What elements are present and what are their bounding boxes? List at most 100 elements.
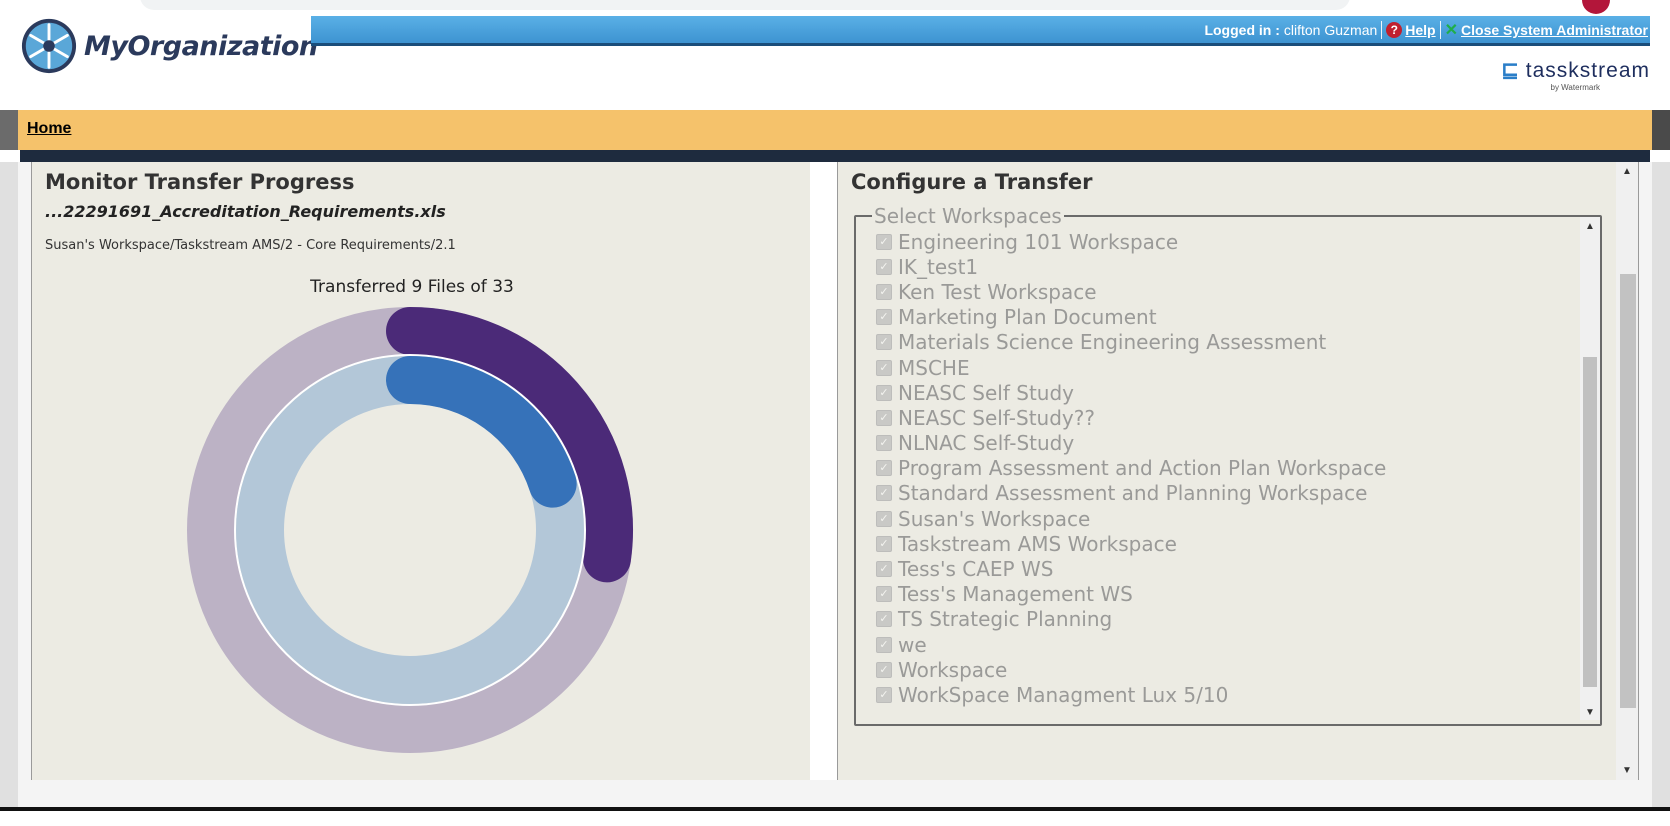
workspace-label: NEASC Self Study	[898, 380, 1074, 405]
workspace-item[interactable]: ✓ NLNAC Self-Study	[876, 431, 1386, 456]
workspace-item[interactable]: ✓ Standard Assessment and Planning Worksp…	[876, 481, 1386, 506]
workspace-item[interactable]: ✓ IK_test1	[876, 254, 1386, 279]
file-progress-arc	[386, 356, 577, 508]
close-system-admin-link[interactable]: Close System Administrator	[1461, 22, 1648, 38]
select-workspaces-group: Select Workspaces ✓ Engineering 101 Works…	[854, 204, 1602, 726]
browser-profile-icon[interactable]	[1582, 0, 1610, 14]
checkbox-checked-icon[interactable]: ✓	[876, 636, 892, 653]
donut-separator	[234, 354, 586, 706]
frame-right-edge	[1652, 162, 1670, 810]
scroll-thumb[interactable]	[1583, 357, 1597, 687]
workspace-label: NEASC Self-Study??	[898, 405, 1095, 430]
panel-scrollbar[interactable]: ▲ ▼	[1616, 162, 1638, 780]
configure-title: Configure a Transfer	[851, 170, 1093, 194]
workspace-label: Workspace	[898, 657, 1008, 682]
workspace-item[interactable]: ✓ NEASC Self-Study??	[876, 405, 1386, 430]
current-filepath: Susan's Workspace/Taskstream AMS/2 - Cor…	[45, 238, 456, 253]
home-link[interactable]: Home	[27, 120, 72, 137]
checkbox-checked-icon[interactable]: ✓	[876, 535, 892, 552]
taskstream-brand: ⊑ tasskstream by Watermark	[1501, 58, 1650, 92]
close-icon[interactable]: ✕	[1444, 22, 1459, 39]
workspace-label: Marketing Plan Document	[898, 305, 1157, 330]
checkbox-checked-icon[interactable]: ✓	[876, 510, 892, 527]
organization-name: MyOrganization	[84, 30, 318, 62]
divider	[1381, 21, 1383, 39]
workspace-label: Tess's Management WS	[898, 582, 1133, 607]
snowflake-logo-icon	[21, 18, 77, 74]
workspace-item[interactable]: ✓ Tess's Management WS	[876, 582, 1386, 607]
frame-left-edge	[0, 162, 18, 810]
scroll-down-icon[interactable]: ▼	[1585, 707, 1595, 718]
workspace-item[interactable]: ✓ Marketing Plan Document	[876, 305, 1386, 330]
scroll-down-icon[interactable]: ▼	[1622, 765, 1632, 776]
checkbox-checked-icon[interactable]: ✓	[876, 485, 892, 502]
scroll-thumb[interactable]	[1620, 274, 1636, 708]
help-link[interactable]: Help	[1405, 22, 1436, 38]
taskstream-icon: ⊑	[1501, 59, 1520, 82]
checkbox-checked-icon[interactable]: ✓	[876, 283, 892, 300]
nav-right-edge	[1652, 110, 1670, 150]
checkbox-checked-icon[interactable]: ✓	[876, 561, 892, 578]
checkbox-checked-icon[interactable]: ✓	[876, 409, 892, 426]
scroll-up-icon[interactable]: ▲	[1622, 166, 1632, 177]
overall-progress-arc	[386, 307, 633, 583]
user-name: clifton Guzman	[1283, 22, 1378, 38]
progress-donut	[187, 307, 633, 753]
workspace-label: Taskstream AMS Workspace	[898, 531, 1177, 556]
workspace-list-scrollbar[interactable]: ▲ ▼	[1580, 217, 1600, 720]
top-bar	[311, 16, 1650, 46]
header-divider	[20, 150, 1650, 162]
logged-in-label: Logged in :	[1204, 22, 1280, 38]
browser-url-bar[interactable]	[140, 0, 1350, 10]
checkbox-checked-icon[interactable]: ✓	[876, 460, 892, 477]
checkbox-checked-icon[interactable]: ✓	[876, 686, 892, 703]
workspace-item[interactable]: ✓ we	[876, 632, 1386, 657]
checkbox-checked-icon[interactable]: ✓	[876, 611, 892, 628]
nav-left-edge	[0, 110, 18, 150]
workspace-label: Engineering 101 Workspace	[898, 229, 1179, 254]
workspace-label: Susan's Workspace	[898, 506, 1091, 531]
checkbox-checked-icon[interactable]: ✓	[876, 586, 892, 603]
workspace-label: Ken Test Workspace	[898, 279, 1097, 304]
help-icon[interactable]: ?	[1386, 22, 1403, 38]
organization-logo: MyOrganization	[20, 18, 318, 74]
checkbox-checked-icon[interactable]: ✓	[876, 435, 892, 452]
workspace-label: Tess's CAEP WS	[898, 557, 1054, 582]
workspace-label: MSCHE	[898, 355, 970, 380]
checkbox-checked-icon[interactable]: ✓	[876, 258, 892, 275]
workspace-item[interactable]: ✓ TS Strategic Planning	[876, 607, 1386, 632]
checkbox-checked-icon[interactable]: ✓	[876, 233, 892, 250]
workspace-item[interactable]: ✓ Susan's Workspace	[876, 506, 1386, 531]
current-filename: ...22291691_Accreditation_Requirements.x…	[45, 202, 446, 221]
select-workspaces-legend: Select Workspaces	[872, 204, 1064, 228]
scroll-up-icon[interactable]: ▲	[1585, 221, 1595, 232]
brand-byline: by Watermark	[1550, 83, 1601, 92]
bottom-border	[0, 807, 1670, 811]
checkbox-checked-icon[interactable]: ✓	[876, 384, 892, 401]
workspace-label: IK_test1	[898, 254, 979, 279]
workspace-item[interactable]: ✓ Tess's CAEP WS	[876, 556, 1386, 581]
workspace-item[interactable]: ✓ Program Assessment and Action Plan Work…	[876, 456, 1386, 481]
workspace-label: we	[898, 632, 927, 657]
checkbox-checked-icon[interactable]: ✓	[876, 359, 892, 376]
workspace-item[interactable]: ✓ NEASC Self Study	[876, 380, 1386, 405]
checkbox-checked-icon[interactable]: ✓	[876, 309, 892, 326]
workspace-item[interactable]: ✓ Ken Test Workspace	[876, 279, 1386, 304]
workspace-label: NLNAC Self-Study	[898, 431, 1075, 456]
configure-panel: Configure a Transfer Select Workspaces ✓…	[837, 162, 1639, 780]
workspace-item[interactable]: ✓ Engineering 101 Workspace	[876, 229, 1386, 254]
checkbox-checked-icon[interactable]: ✓	[876, 661, 892, 678]
checkbox-checked-icon[interactable]: ✓	[876, 334, 892, 351]
workspace-item[interactable]: ✓ Taskstream AMS Workspace	[876, 531, 1386, 556]
workspace-item[interactable]: ✓ WorkSpace Managment Lux 5/10	[876, 682, 1386, 707]
workspace-label: WorkSpace Managment Lux 5/10	[898, 682, 1229, 707]
workspace-item[interactable]: ✓ Materials Science Engineering Assessmen…	[876, 330, 1386, 355]
workspace-list: ✓ Engineering 101 Workspace ✓ IK_test1 ✓ Ken …	[876, 229, 1386, 708]
monitor-title: Monitor Transfer Progress	[45, 170, 355, 194]
user-bar: Logged in : clifton Guzman ? Help ✕ Clos…	[1204, 20, 1648, 40]
workspace-item[interactable]: ✓ Workspace	[876, 657, 1386, 682]
brand-name: tasskstream	[1525, 59, 1650, 82]
workspace-label: TS Strategic Planning	[898, 607, 1113, 632]
workspace-label: Standard Assessment and Planning Workspa…	[898, 481, 1368, 506]
workspace-item[interactable]: ✓ MSCHE	[876, 355, 1386, 380]
